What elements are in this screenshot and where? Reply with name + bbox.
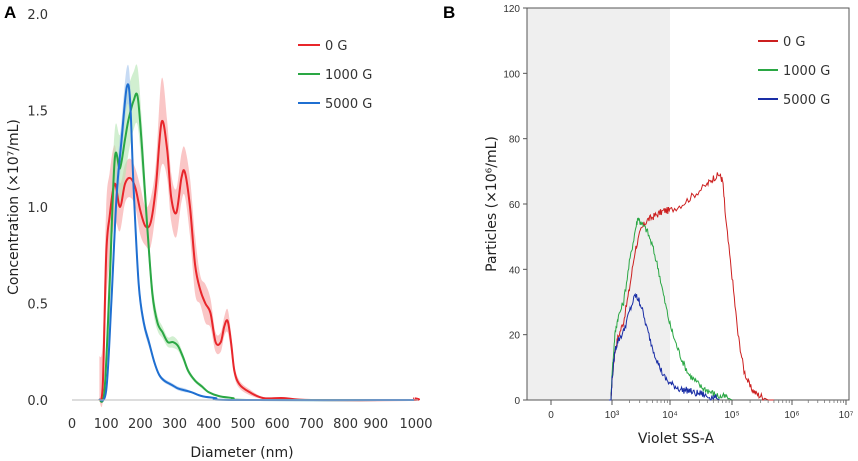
a-y-tick-label: 1.5: [27, 105, 48, 120]
a-legend: 0 G 1000 G 5000 G: [298, 39, 372, 112]
b-legend-label: 5000 G: [783, 93, 830, 108]
a-series-lines: [98, 83, 421, 403]
b-y-tick-label: 100: [503, 69, 520, 80]
b-x-tick-label: 10³: [605, 410, 620, 421]
a-axes: 0 100 200 300 400 500 600 700 800 900 1000 0.0 0.5 1.…: [27, 8, 432, 432]
b-axes: 0 20 40 60 80 100 120 0 10³ 10⁴ 10⁵ 10⁶ 10⁷: [503, 4, 853, 421]
b-x-tick-label: 10⁶: [784, 410, 799, 421]
b-x-tick-label: 10⁵: [724, 410, 739, 421]
a-x-tick-label: 700: [299, 417, 324, 432]
a-x-tick-label: 600: [265, 417, 290, 432]
a-y-axis-title: Concentration (×10⁷/mL): [6, 119, 22, 295]
b-gate-region: [527, 8, 670, 400]
a-x-tick-label: 0: [68, 417, 76, 432]
b-line-1000g: [609, 217, 733, 401]
b-y-tick-label: 80: [509, 135, 521, 146]
chart-a: 0 100 200 300 400 500 600 700 800 900 1000 0.0 0.5 1.…: [6, 8, 433, 461]
b-y-tick-label: 60: [509, 200, 521, 211]
a-y-tick-label: 0.0: [27, 394, 48, 409]
a-y-tick-label: 0.5: [27, 298, 48, 313]
a-line-0g: [98, 119, 421, 402]
a-legend-label: 5000 G: [325, 97, 372, 112]
b-legend-label: 1000 G: [783, 64, 830, 79]
panel-b-label: B: [443, 3, 455, 22]
a-x-tick-label: 1000: [399, 417, 432, 432]
b-series-lines: [609, 172, 774, 401]
a-x-tick-label: 800: [333, 417, 358, 432]
a-x-tick-label: 100: [94, 417, 119, 432]
b-y-tick-label: 20: [509, 331, 521, 342]
a-y-tick-label: 1.0: [27, 201, 48, 216]
b-x-tick-label: 0: [548, 410, 554, 421]
a-x-axis-title: Diameter (nm): [190, 445, 293, 461]
a-x-tick-label: 200: [128, 417, 153, 432]
a-legend-label: 1000 G: [325, 68, 372, 83]
b-x-tick-label: 10⁷: [839, 410, 854, 421]
a-x-tick-label: 500: [231, 417, 256, 432]
a-x-tick-label: 300: [162, 417, 187, 432]
b-line-0g: [609, 172, 774, 401]
b-line-5000g: [609, 292, 720, 401]
b-legend: 0 G 1000 G 5000 G: [758, 35, 830, 108]
a-line-5000g: [98, 83, 415, 402]
b-y-tick-label: 40: [509, 265, 521, 276]
a-y-tick-label: 2.0: [27, 8, 48, 23]
b-y-axis-title: Particles (×10⁶/mL): [484, 136, 500, 272]
b-x-tick-label: 10⁴: [662, 410, 677, 421]
b-legend-label: 0 G: [783, 35, 805, 50]
b-y-tick-label: 120: [503, 4, 520, 15]
a-x-tick-label: 900: [363, 417, 388, 432]
a-legend-label: 0 G: [325, 39, 347, 54]
chart-b: 0 20 40 60 80 100 120 0 10³ 10⁴ 10⁵ 10⁶ 10⁷ 0 G 1000 …: [484, 4, 854, 447]
a-x-tick-label: 400: [196, 417, 221, 432]
b-y-tick-label: 0: [514, 396, 520, 407]
b-x-axis-title: Violet SS-A: [638, 431, 715, 447]
panel-a-label: A: [4, 3, 16, 22]
a-line-1000g: [98, 92, 415, 403]
